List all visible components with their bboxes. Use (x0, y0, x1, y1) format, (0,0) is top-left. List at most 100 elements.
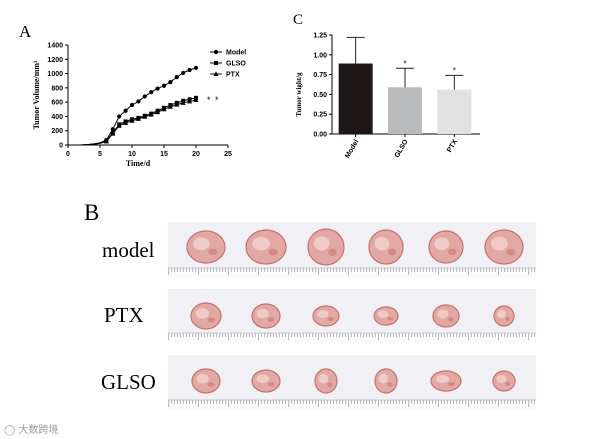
y-tick-label: 1.25 (313, 33, 327, 40)
tumor-spot (328, 248, 337, 256)
data-point-model (155, 86, 160, 91)
tumor-sample (373, 306, 399, 326)
watermark-text: ◯ 大数跨境 (4, 421, 58, 436)
data-point-ptx (129, 118, 135, 123)
data-point-model (174, 75, 179, 80)
watermark-label: 大数跨境 (18, 425, 59, 436)
tumor-sample (430, 370, 462, 392)
data-point-ptx (180, 100, 186, 105)
tumor-highlight (377, 310, 389, 318)
legend-label: Model (226, 50, 246, 57)
x-tick-label: GLSO (394, 138, 410, 159)
row-label-glso: GLSO (101, 370, 156, 394)
tumor-sample (186, 230, 226, 264)
tumor-sample (492, 370, 516, 392)
significance-mark: * (215, 95, 219, 105)
data-point-model (129, 102, 135, 108)
photo-canvas (168, 222, 536, 278)
bar-model (338, 63, 373, 134)
data-point-ptx (110, 131, 116, 136)
data-point-model (142, 94, 147, 99)
legend-marker (213, 49, 219, 55)
panel-label-a: A (19, 22, 32, 41)
data-point-ptx (155, 109, 161, 115)
row-label-ptx: PTX (104, 303, 144, 327)
legend-entry-glso: GLSO (210, 61, 246, 68)
tumor-highlight (435, 375, 449, 383)
tumor-spot (268, 248, 278, 256)
tumor-spot (207, 382, 215, 387)
chart-c-tumor-weight: 0.00 0.25 0.50 0.75 1.00 1.25 Tumor wight/g Mod… (295, 33, 480, 160)
data-point-ptx (116, 123, 122, 128)
y-tick-label: 1400 (47, 43, 63, 50)
tumor-sample (307, 228, 345, 266)
x-tick-label: 25 (224, 151, 232, 158)
y-tick-label: 200 (51, 128, 63, 135)
x-tick-label: PTX (446, 138, 459, 154)
significance-mark: * (207, 95, 211, 105)
tumor-highlight (252, 236, 270, 251)
y-tick-label: 0.75 (313, 72, 327, 79)
tumor-highlight (491, 236, 508, 251)
tumor-spot (505, 317, 510, 321)
tumor-highlight (313, 236, 330, 251)
x-tick-label: 5 (98, 151, 102, 158)
series-ptx (68, 97, 199, 146)
data-point-model (123, 108, 128, 113)
tumor-sample (251, 369, 281, 393)
tumor-highlight (437, 309, 449, 319)
tumor-photo-glso (168, 355, 536, 410)
tumor-photo-model (168, 222, 536, 278)
legend-marker (213, 71, 219, 76)
tumor-highlight (374, 236, 390, 251)
tumor-sample (312, 305, 340, 327)
x-tick-label: Model (344, 138, 360, 159)
tumor-highlight (193, 237, 210, 251)
tumor-spot (506, 248, 516, 256)
tumor-spot (208, 248, 218, 255)
tumor-sample (428, 230, 464, 264)
panel-label-b: B (84, 200, 100, 225)
data-point-ptx (174, 102, 180, 107)
tumor-spot (388, 248, 397, 256)
tumor-highlight (256, 308, 269, 319)
data-point-model (136, 99, 141, 104)
tumor-sample (493, 305, 515, 327)
y-axis-title: Tumor wight/g (295, 72, 303, 117)
ruler-strip (168, 333, 536, 343)
panel-label-c: C (293, 12, 304, 28)
data-point-model (149, 90, 154, 95)
tumor-spot (505, 382, 511, 386)
data-point-ptx (193, 97, 199, 102)
photo-canvas (168, 355, 536, 410)
x-axis-title: Time/d (126, 159, 151, 168)
tumor-spot (447, 317, 454, 322)
tumor-highlight (256, 374, 269, 384)
y-tick-label: 0 (59, 143, 63, 150)
data-point-model (187, 67, 192, 73)
significance-mark: * (403, 59, 406, 68)
legend-label: GLSO (226, 61, 246, 68)
ruler-strip (168, 268, 536, 278)
data-point-model (161, 83, 167, 88)
tumor-spot (448, 248, 457, 255)
x-tick-label: 0 (66, 151, 70, 158)
tumor-spot (267, 382, 275, 387)
tumor-sample (432, 304, 460, 328)
tumor-sample (245, 229, 287, 265)
data-point-model (181, 70, 186, 75)
data-point-model (117, 114, 122, 119)
tumor-spot (447, 382, 455, 386)
tumor-highlight (496, 375, 507, 383)
data-point-ptx (187, 98, 193, 104)
tumor-highlight (196, 373, 209, 384)
photo-canvas (168, 289, 536, 343)
tumor-highlight (318, 373, 329, 384)
watermark-icon: ◯ (4, 425, 16, 436)
tumor-highlight (378, 373, 389, 384)
x-tick-label: 20 (192, 151, 200, 158)
data-point-ptx (148, 112, 154, 117)
tumor-sample (314, 368, 338, 394)
y-tick-label: 800 (51, 85, 63, 92)
chart-a-tumor-volume: 0 5 10 15 20 25 0 200 400 600 800 1000 1200 1400 Time/… (32, 43, 246, 169)
